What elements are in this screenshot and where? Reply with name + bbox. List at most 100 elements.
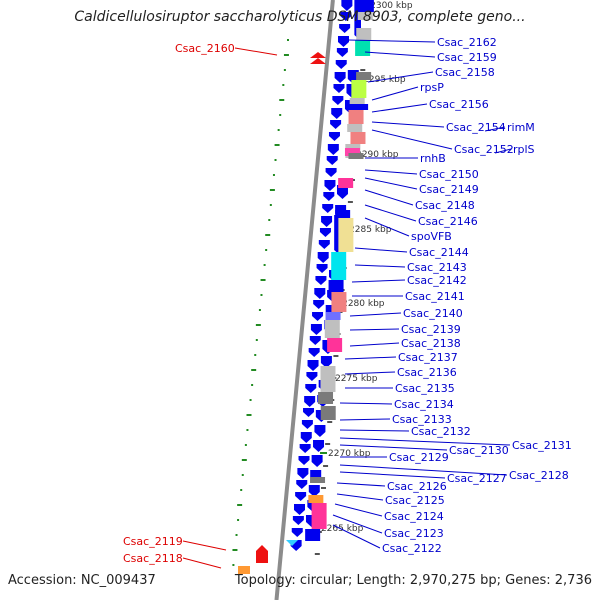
gene-arrow[interactable] [333,84,345,93]
gene-label[interactable]: Csac_2118 [123,552,183,565]
gene-label[interactable]: Csac_2125 [385,494,445,507]
gene-label[interactable]: Csac_2140 [403,307,463,320]
gene-arrow[interactable] [317,252,329,263]
gene-arrow[interactable] [336,48,348,57]
gene-label[interactable]: spoVFB [411,230,452,243]
gene-label[interactable]: Csac_2128 [509,469,569,482]
gene-label[interactable]: Csac_2138 [401,337,461,350]
gene-arrow[interactable] [331,108,343,119]
gene-label[interactable]: Csac_2135 [395,382,455,395]
gene-label[interactable]: Csac_2158 [435,66,495,79]
gene-arrow[interactable] [300,432,312,443]
gene-arrow[interactable] [305,384,317,393]
gene-label[interactable]: Csac_2144 [409,246,469,259]
feature-block[interactable] [318,392,334,404]
gene-label[interactable]: Csac_2122 [382,542,442,555]
gene-arrow[interactable] [313,300,325,309]
gene-label[interactable]: Csac_2130 [449,444,509,457]
gene-arrow[interactable] [297,468,309,479]
feature-block[interactable] [338,218,354,252]
gene-arrow[interactable] [322,204,334,213]
feature-block[interactable] [338,178,354,188]
feature-block[interactable] [350,132,366,144]
feature-block[interactable] [348,153,364,159]
gene-label[interactable]: Csac_2129 [389,451,449,464]
feature-block[interactable] [324,320,340,338]
gene-arrow[interactable] [311,455,323,467]
gene-label[interactable]: Csac_2133 [392,413,452,426]
feature-block[interactable] [348,110,364,124]
gene-arrow[interactable] [314,425,326,437]
gene-highlight-2160b[interactable] [310,58,326,64]
feature-block[interactable] [347,124,363,132]
gene-arrow[interactable] [309,336,321,345]
feature-block[interactable] [344,148,360,156]
feature-block[interactable] [357,12,373,20]
feature-block[interactable] [305,529,321,541]
gene-arrow[interactable] [316,264,328,273]
gene-arrow[interactable] [324,180,336,191]
gene-arrow[interactable] [339,24,351,33]
gene-arrow[interactable] [295,492,307,501]
feature-block[interactable] [361,20,376,28]
feature-block[interactable] [325,312,341,320]
gene-arrow[interactable] [323,192,335,201]
feature-block[interactable] [351,80,367,98]
gene-label[interactable]: Csac_2159 [437,51,497,64]
feature-block[interactable] [320,366,336,392]
feature-block[interactable] [327,338,343,352]
feature-block[interactable] [331,292,347,312]
gene-arrow[interactable] [306,372,318,381]
feature-block[interactable] [356,28,372,40]
gene-label[interactable]: Csac_2160 [175,42,235,55]
gene-arrow[interactable] [330,120,342,129]
gene-label[interactable]: Csac_2141 [405,290,465,303]
feature-block[interactable] [335,210,351,218]
gene-arrow[interactable] [301,420,313,429]
gene-arrow[interactable] [337,36,349,47]
gene-arrow[interactable] [326,156,338,165]
feature-block[interactable] [320,406,336,420]
gene-label[interactable]: Csac_2119 [123,535,183,548]
feature-block[interactable] [355,40,371,56]
gene-arrow[interactable] [328,132,340,141]
gene-arrow[interactable] [294,504,306,515]
gene-arrow[interactable] [303,408,315,417]
gene-arrow[interactable] [336,185,348,199]
gene-label[interactable]: Csac_2143 [407,261,467,274]
feature-block[interactable] [356,72,372,80]
gene-label[interactable]: Csac_2139 [401,323,461,336]
gene-arrow[interactable] [312,312,324,321]
gene-arrow[interactable] [307,360,319,371]
gene-label[interactable]: rnhB [420,152,446,165]
feature-block[interactable] [328,280,344,292]
gene-arrow[interactable] [298,456,310,465]
gene-label[interactable]: Csac_2149 [419,183,479,196]
feature-block[interactable] [308,495,324,503]
gene-arrow[interactable] [332,96,344,105]
gene-arrow[interactable] [314,288,326,299]
gene-arrow[interactable] [318,240,330,249]
gene-label[interactable]: Csac_2146 [418,215,478,228]
gene-arrow[interactable] [292,516,304,525]
gene-arrow[interactable] [308,485,320,497]
gene-arrow[interactable] [335,60,347,69]
gene-label[interactable]: rimM [507,121,535,134]
gene-arrow[interactable] [304,396,316,407]
gene-label[interactable]: Csac_2150 [419,168,479,181]
feature-block[interactable] [358,0,374,12]
gene-arrow[interactable] [325,168,337,177]
gene-arrow[interactable] [308,348,320,357]
gene-highlight-2118[interactable] [238,566,250,574]
gene-arrow[interactable] [341,0,353,11]
gene-highlight-2160[interactable] [310,52,326,58]
gene-label[interactable]: Csac_2131 [512,439,572,452]
gene-label[interactable]: Csac_2136 [397,366,457,379]
gene-label[interactable]: Csac_2132 [411,425,471,438]
gene-label[interactable]: Csac_2142 [407,274,467,287]
gene-arrow[interactable] [320,356,332,368]
gene-label[interactable]: rplS [513,143,535,156]
gene-label[interactable]: Csac_2148 [415,199,475,212]
gene-arrow[interactable] [296,480,308,489]
feature-block[interactable] [310,477,326,483]
